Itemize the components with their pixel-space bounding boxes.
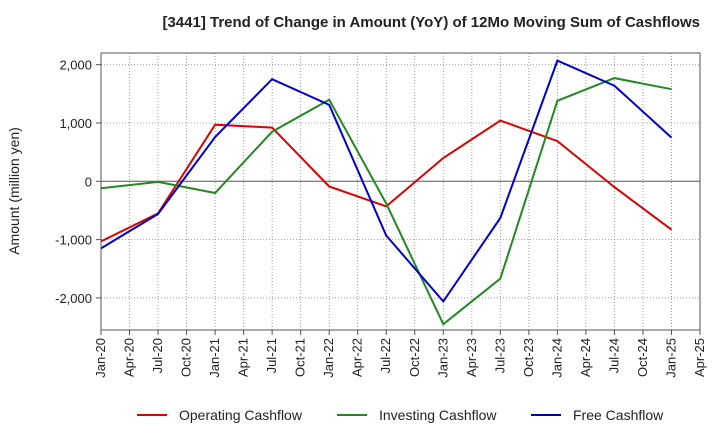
x-tick-label: Jan-24 [549,338,564,378]
x-tick-label: Oct-22 [407,338,422,377]
y-tick-label: -2,000 [55,291,92,306]
series-line-investing-cashflow [100,77,672,326]
line-chart: -2,000 -1,000 0 1,000 2,000 Jan-20 Apr-20 Jul-… [6,52,707,378]
x-tick-label: Apr-21 [236,338,251,377]
y-tick-label: 0 [85,174,92,189]
legend-item-operating-cashflow: Operating Cashflow [137,404,302,426]
x-tick-label: Apr-22 [350,338,365,377]
x-tick-label: Jan-25 [663,338,678,378]
x-tick-label: Jan-22 [321,338,336,378]
x-tick-label: Apr-25 [692,338,707,377]
x-tick-label: Apr-24 [578,338,593,377]
x-tick-label: Jul-20 [150,338,165,373]
legend-swatch [337,414,367,416]
chart-title: [3441] Trend of Change in Amount (YoY) o… [162,14,700,31]
y-axis-ticks: -2,000 -1,000 0 1,000 2,000 [55,58,101,306]
series-line-free-cashflow [100,59,673,304]
legend-swatch [137,414,167,416]
legend: Operating Cashflow Investing Cashflow Free… [0,404,720,426]
y-tick-label: 1,000 [59,116,92,131]
x-tick-label: Oct-20 [179,338,194,377]
legend-label: Operating Cashflow [179,407,302,423]
plot-frame [100,52,701,331]
series-layer [100,59,673,326]
y-axis-label: Amount (million yen) [6,127,22,255]
x-tick-label: Oct-23 [521,338,536,377]
legend-label: Free Cashflow [573,407,664,423]
x-tick-label: Jul-24 [606,338,621,373]
x-axis-ticks: Jan-20 Apr-20 Jul-20 Oct-20 Jan-21 Apr-21 Jul-… [93,330,707,378]
x-tick-label: Apr-20 [122,338,137,377]
legend-item-investing-cashflow: Investing Cashflow [337,404,497,426]
x-tick-label: Jan-21 [207,338,222,378]
x-tick-label: Oct-21 [293,338,308,377]
x-tick-label: Jan-23 [435,338,450,378]
x-tick-label: Jan-20 [93,338,108,378]
x-tick-label: Jul-22 [378,338,393,373]
y-tick-label: 2,000 [59,58,92,73]
grid-lines [101,53,700,330]
x-tick-label: Apr-23 [464,338,479,377]
y-tick-label: -1,000 [55,233,92,248]
legend-label: Investing Cashflow [379,407,497,423]
x-tick-label: Oct-24 [635,338,650,377]
legend-item-free-cashflow: Free Cashflow [531,404,663,426]
legend-swatch [531,414,561,416]
x-tick-label: Jul-21 [264,338,279,373]
x-tick-label: Jul-23 [492,338,507,373]
series-line-operating-cashflow [100,119,673,243]
